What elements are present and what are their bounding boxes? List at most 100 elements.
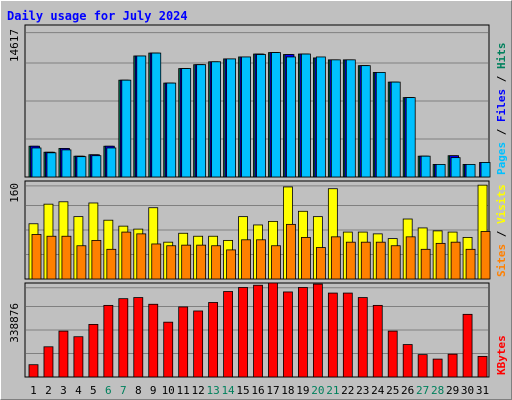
bar-hits-files-pages-pages-29 xyxy=(450,157,461,178)
bar-hits-files-pages-pages-4 xyxy=(76,156,87,178)
bar-kbytes-kbytes-1 xyxy=(28,364,39,378)
x-tick-label-20: 20 xyxy=(311,384,324,397)
series-label-part-hits-files-pages-4: Hits xyxy=(495,43,508,70)
x-tick-label-22: 22 xyxy=(341,384,354,397)
bar-kbytes-kbytes-27 xyxy=(417,354,428,378)
x-tick-label-15: 15 xyxy=(236,384,249,397)
bar-kbytes-kbytes-17 xyxy=(268,282,278,378)
bar-visits-sites-sites-11 xyxy=(181,244,192,280)
bar-hits-files-pages-pages-23 xyxy=(360,65,371,178)
bar-visits-sites-sites-13 xyxy=(211,245,222,280)
bar-visits-sites-sites-3 xyxy=(61,235,72,280)
bar-hits-files-pages-pages-15 xyxy=(241,56,251,178)
x-tick-label-3: 3 xyxy=(60,384,67,397)
x-tick-label-28: 28 xyxy=(431,384,444,397)
bar-visits-sites-sites-19 xyxy=(301,237,311,280)
bar-hits-files-pages-pages-1 xyxy=(31,147,42,178)
bar-hits-files-pages-pages-8 xyxy=(136,55,147,178)
bar-visits-sites-sites-6 xyxy=(106,248,117,280)
bar-hits-files-pages-pages-27 xyxy=(420,155,431,178)
bar-visits-sites-sites-30 xyxy=(465,248,476,280)
bar-visits-sites-sites-15 xyxy=(241,239,251,280)
series-label-part-kbytes-0: KBytes xyxy=(495,335,508,375)
bar-kbytes-kbytes-28 xyxy=(432,358,443,378)
bar-kbytes-kbytes-23 xyxy=(357,297,368,378)
bar-visits-sites-sites-22 xyxy=(345,241,356,280)
x-tick-label-13: 13 xyxy=(206,384,219,397)
x-tick-label-23: 23 xyxy=(356,384,369,397)
x-tick-label-27: 27 xyxy=(416,384,429,397)
x-tick-label-30: 30 xyxy=(461,384,474,397)
bar-kbytes-kbytes-12 xyxy=(193,310,204,378)
bar-hits-files-pages-pages-30 xyxy=(465,164,476,178)
bar-visits-sites-sites-10 xyxy=(166,245,177,280)
series-label-part-hits-files-pages-0: Pages xyxy=(495,142,508,175)
bar-visits-sites-sites-21 xyxy=(330,236,341,280)
x-tick-label-2: 2 xyxy=(45,384,52,397)
bar-hits-files-pages-pages-28 xyxy=(435,164,446,178)
bar-hits-files-pages-pages-9 xyxy=(151,52,162,178)
bar-hits-files-pages-pages-22 xyxy=(345,59,356,178)
bar-kbytes-kbytes-10 xyxy=(163,321,174,378)
bar-kbytes-kbytes-3 xyxy=(58,330,69,378)
bar-visits-sites-sites-2 xyxy=(46,235,57,280)
x-tick-label-7: 7 xyxy=(120,384,127,397)
x-tick-label-31: 31 xyxy=(476,384,489,397)
bar-kbytes-kbytes-20 xyxy=(312,283,323,378)
x-tick-label-16: 16 xyxy=(251,384,264,397)
bar-kbytes-kbytes-31 xyxy=(477,356,488,378)
bar-kbytes-kbytes-9 xyxy=(148,303,159,378)
bar-hits-files-pages-pages-18 xyxy=(286,56,296,178)
bar-kbytes-kbytes-8 xyxy=(133,297,144,378)
x-tick-label-5: 5 xyxy=(90,384,97,397)
axis-max-label-hits-files-pages: 14617 xyxy=(8,29,21,62)
bar-kbytes-kbytes-16 xyxy=(253,284,263,378)
x-tick-label-10: 10 xyxy=(162,384,175,397)
bar-visits-sites-sites-29 xyxy=(450,241,461,280)
bar-visits-sites-sites-23 xyxy=(360,241,371,280)
bar-hits-files-pages-pages-13 xyxy=(211,61,222,178)
bar-hits-files-pages-pages-2 xyxy=(46,152,57,178)
bar-visits-sites-sites-4 xyxy=(76,245,87,280)
bar-hits-files-pages-pages-14 xyxy=(226,58,236,178)
series-label-part-hits-files-pages-1: / xyxy=(495,122,508,142)
bar-hits-files-pages-pages-17 xyxy=(271,52,281,178)
bar-hits-files-pages-pages-11 xyxy=(181,68,192,178)
x-tick-label-12: 12 xyxy=(192,384,205,397)
bar-hits-files-pages-pages-16 xyxy=(256,54,266,178)
bar-kbytes-kbytes-6 xyxy=(103,304,114,378)
bar-visits-sites-sites-28 xyxy=(435,242,446,280)
x-tick-label-6: 6 xyxy=(105,384,112,397)
bar-kbytes-kbytes-4 xyxy=(73,336,84,378)
bar-kbytes-kbytes-11 xyxy=(178,306,189,378)
bar-visits-sites-sites-20 xyxy=(315,247,326,280)
bar-kbytes-kbytes-7 xyxy=(118,298,129,378)
bar-visits-sites-sites-16 xyxy=(256,239,266,280)
bar-kbytes-kbytes-5 xyxy=(88,324,99,378)
bar-kbytes-kbytes-25 xyxy=(387,330,398,378)
bar-hits-files-pages-pages-10 xyxy=(166,82,177,178)
x-tick-label-24: 24 xyxy=(371,384,385,397)
series-label-part-visits-sites-1: / xyxy=(495,224,508,244)
bar-visits-sites-sites-25 xyxy=(390,245,401,280)
bar-hits-files-pages-pages-19 xyxy=(301,53,311,178)
bar-visits-sites-sites-26 xyxy=(405,236,416,280)
bar-kbytes-kbytes-15 xyxy=(238,287,248,378)
x-tick-label-8: 8 xyxy=(135,384,142,397)
bar-visits-sites-sites-14 xyxy=(226,249,236,280)
bar-hits-files-pages-pages-6 xyxy=(106,147,117,178)
series-label-kbytes: KBytes xyxy=(495,335,508,375)
bar-hits-files-pages-pages-25 xyxy=(390,81,401,178)
axis-max-label-visits-sites: 160 xyxy=(8,183,21,203)
bar-visits-sites-sites-18 xyxy=(286,223,296,280)
x-tick-label-4: 4 xyxy=(75,384,82,397)
series-label-visits-sites: Sites / Visits xyxy=(495,184,508,277)
bar-hits-files-pages-pages-12 xyxy=(196,64,207,178)
series-label-part-visits-sites-0: Sites xyxy=(495,244,508,277)
bar-kbytes-kbytes-26 xyxy=(402,344,413,378)
series-label-part-hits-files-pages-3: / xyxy=(495,69,508,89)
chart-title: Daily usage for July 2024 xyxy=(7,9,188,23)
bar-hits-files-pages-pages-21 xyxy=(330,59,341,178)
bar-visits-sites-sites-17 xyxy=(271,245,281,280)
